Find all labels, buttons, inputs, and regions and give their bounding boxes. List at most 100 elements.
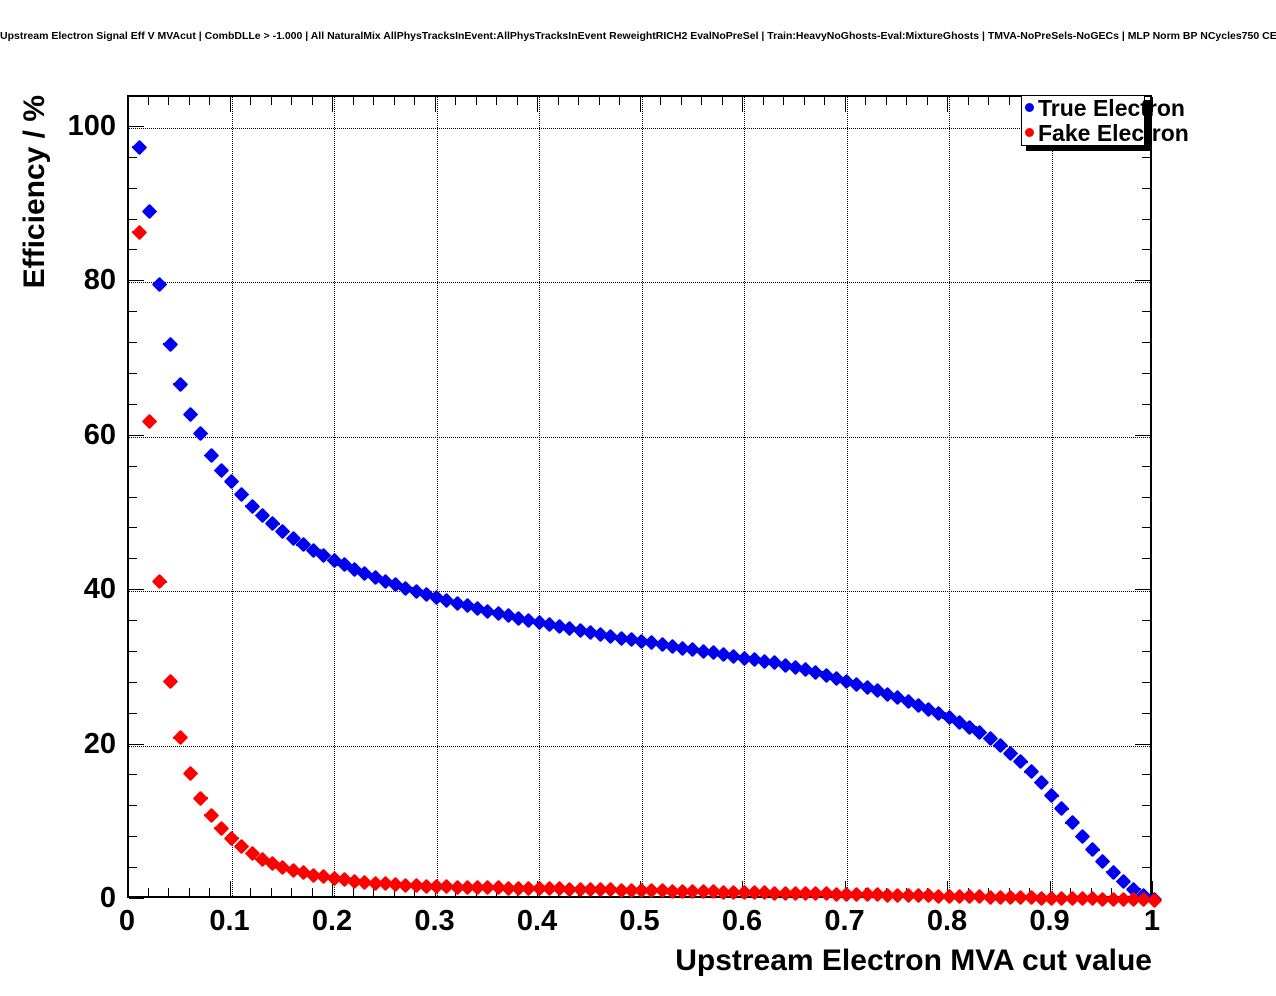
x-tick-bottom [393, 888, 395, 896]
x-tick-bottom [352, 888, 354, 896]
series-true-electron [129, 97, 1162, 907]
y-tick-right [1142, 867, 1150, 869]
y-tick-right [1142, 372, 1150, 374]
x-tick-top [844, 97, 846, 112]
x-tick-top [332, 97, 333, 112]
x-tick-label: 0.1 [209, 905, 250, 937]
y-tick-left [129, 218, 137, 220]
legend-entry-true-electron[interactable]: True Electron [1025, 95, 1185, 120]
grid-line-horizontal [129, 591, 1150, 593]
x-tick-top [598, 97, 600, 105]
grid-line-vertical [539, 97, 540, 896]
x-tick-top [291, 97, 292, 105]
data-point [192, 790, 209, 806]
x-tick-top [311, 97, 313, 105]
plot-frame [127, 95, 1162, 908]
grid-line-vertical [641, 97, 643, 896]
x-tick-label: 0.6 [721, 905, 763, 937]
x-tick-top [578, 97, 579, 105]
x-tick-top [434, 97, 436, 112]
grid-line-horizontal [129, 436, 1150, 438]
y-tick-right [1142, 558, 1150, 560]
x-tick-label: 0 [118, 905, 136, 937]
x-tick-top [557, 97, 559, 105]
x-tick-bottom [947, 881, 948, 896]
data-point [141, 413, 158, 430]
y-tick-label: 20 [83, 727, 116, 760]
legend-label: Fake Electron [1038, 119, 1189, 146]
y-tick-right [1142, 311, 1150, 313]
y-tick-left [129, 311, 137, 313]
grid-line-vertical [846, 97, 848, 896]
x-tick-label: 0.3 [414, 905, 455, 937]
y-tick-right [1142, 650, 1150, 652]
y-tick-right [1135, 743, 1150, 745]
data-point [172, 730, 189, 746]
y-tick-right [1135, 280, 1150, 282]
y-tick-left [129, 620, 137, 622]
y-tick-left [129, 187, 137, 189]
y-tick-left [129, 836, 137, 838]
x-tick-bottom [1152, 881, 1153, 896]
x-tick-top [865, 97, 866, 105]
y-tick-right [1135, 434, 1150, 436]
x-tick-top [660, 97, 661, 105]
x-tick-label: 0.2 [311, 905, 353, 937]
x-tick-top [516, 97, 518, 105]
y-tick-label: 40 [83, 573, 116, 606]
data-point [203, 807, 219, 823]
y-tick-left [129, 496, 137, 498]
grid-line-vertical [744, 97, 745, 896]
x-tick-top [270, 97, 272, 105]
x-tick-label: 0.4 [516, 905, 558, 937]
x-tick-top [1008, 97, 1010, 105]
x-tick-top [188, 97, 190, 105]
x-tick-top [824, 97, 825, 105]
y-tick-left [129, 527, 137, 529]
x-tick-label: 0.5 [619, 905, 660, 937]
y-tick-left [129, 125, 144, 127]
grid-line-horizontal [129, 282, 1150, 284]
y-tick-right [1142, 342, 1150, 344]
y-tick-label: 60 [83, 418, 116, 451]
y-tick-left [129, 774, 137, 776]
y-tick-label: 80 [83, 264, 116, 297]
legend-entry-fake-electron[interactable]: Fake Electron [1025, 120, 1189, 145]
y-tick-left [129, 280, 144, 282]
x-tick-top [639, 97, 641, 112]
y-tick-right [1142, 836, 1150, 838]
x-tick-bottom [270, 888, 272, 896]
x-tick-top [803, 97, 805, 105]
x-tick-top [475, 97, 477, 105]
x-tick-top [906, 97, 907, 105]
x-tick-bottom [1049, 881, 1051, 896]
data-point [182, 765, 199, 782]
x-tick-bottom [291, 888, 292, 896]
x-tick-top [250, 97, 251, 105]
x-tick-top [1152, 97, 1153, 112]
y-tick-label: 100 [67, 109, 116, 142]
data-point [131, 224, 148, 240]
x-tick-top [537, 97, 538, 112]
y-tick-left [129, 558, 137, 560]
y-tick-left [129, 249, 137, 251]
y-axis-title: Efficiency / % [18, 95, 51, 289]
y-tick-right [1142, 249, 1150, 251]
circle-marker-icon [1025, 128, 1034, 137]
x-tick-label: 1 [1143, 905, 1161, 937]
y-tick-right [1142, 496, 1150, 498]
y-tick-left [129, 867, 137, 869]
legend-box[interactable]: True Electron Fake Electron [1021, 95, 1189, 146]
y-tick-right [1142, 187, 1150, 189]
x-tick-bottom [188, 888, 190, 896]
y-tick-left [129, 156, 137, 158]
legend-label: True Electron [1038, 94, 1185, 121]
y-tick-left [129, 681, 137, 683]
grid-line-horizontal [129, 127, 1150, 129]
x-tick-top [762, 97, 764, 105]
x-tick-top [619, 97, 620, 105]
x-tick-label: 0.8 [926, 905, 968, 937]
x-tick-bottom [250, 888, 251, 896]
y-tick-right [1142, 527, 1150, 529]
x-tick-bottom [332, 881, 333, 896]
